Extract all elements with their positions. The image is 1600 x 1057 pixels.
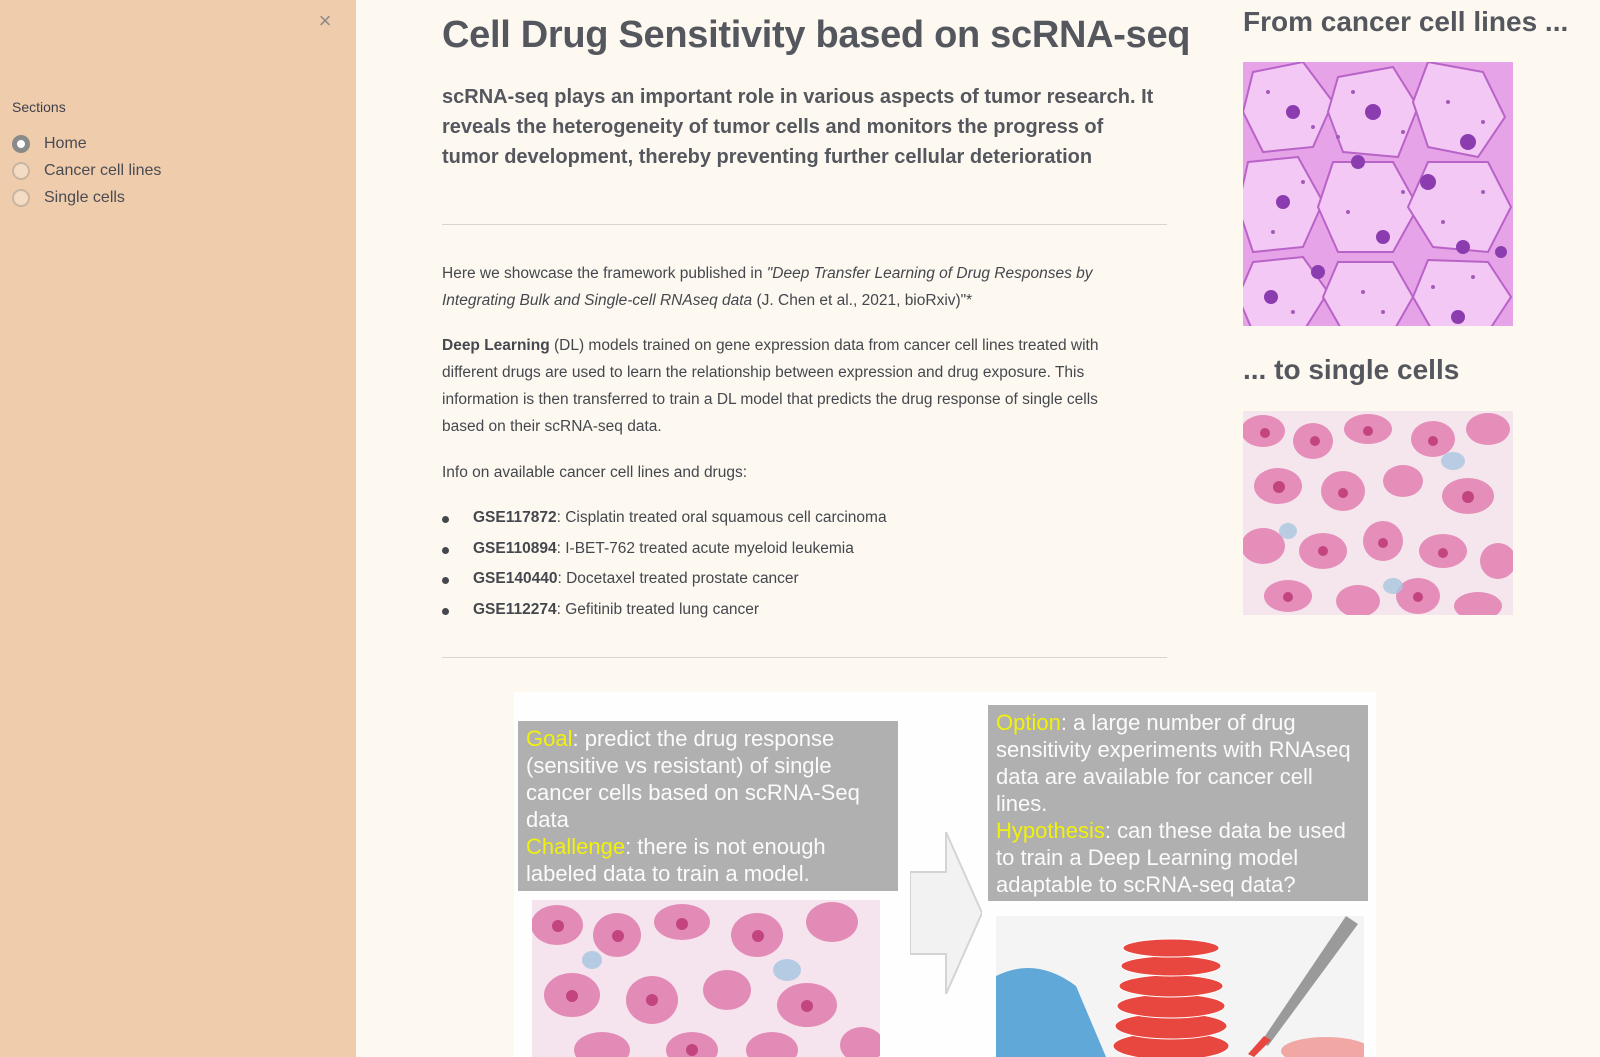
- dataset-list: GSE117872: Cisplatin treated oral squamo…: [442, 503, 1142, 625]
- cell-pattern-image: [1243, 62, 1513, 326]
- cancer-cell-lines-image: [1243, 62, 1513, 326]
- radio-cancer-cell-lines[interactable]: Cancer cell lines: [12, 157, 161, 184]
- stained-cells-image: [532, 900, 880, 1057]
- goal-box: Goal: predict the drug response (sensiti…: [518, 721, 898, 891]
- radio-unchecked-icon[interactable]: [12, 161, 30, 180]
- lab-experiment-image: [996, 916, 1364, 1057]
- intro-prefix: Here we showcase the framework published…: [442, 265, 767, 282]
- hypothesis-text: : can these data be used to train a Deep…: [996, 818, 1346, 897]
- stained-cells-image: [1243, 411, 1513, 615]
- dataset-id: GSE112274: [473, 600, 557, 618]
- radio-checked-icon[interactable]: [12, 134, 30, 153]
- goal-label: Goal: [526, 726, 573, 751]
- page-subtitle: scRNA-seq plays an important role in var…: [442, 86, 1154, 168]
- framework-figure: Goal: predict the drug response (sensiti…: [514, 692, 1376, 1057]
- dataset-id: GSE117872: [473, 509, 557, 526]
- list-item: GSE110894: I-BET-762 treated acute myelo…: [442, 534, 1142, 565]
- radio-unchecked-icon[interactable]: [12, 188, 30, 207]
- sections-radio-group: Home Cancer cell lines Single cells: [12, 130, 161, 211]
- paper-citation: (J. Chen et al., 2021, bioRxiv)"*: [752, 292, 973, 309]
- option-text: : a large number of drug sensitivity exp…: [996, 710, 1351, 816]
- option-box: Option: a large number of drug sensitivi…: [988, 705, 1368, 901]
- radio-label-cancer-cell-lines: Cancer cell lines: [44, 161, 162, 179]
- radio-single-cells[interactable]: Single cells: [12, 184, 161, 211]
- single-cells-figure-image: [532, 900, 880, 1057]
- hypothesis-label: Hypothesis: [996, 818, 1105, 843]
- challenge-text: : there is not enough labeled data to tr…: [526, 834, 826, 886]
- dl-text: (DL) models trained on gene expression d…: [442, 337, 1099, 435]
- sections-label: Sections: [12, 99, 66, 115]
- list-item: GSE112274: Gefitinib treated lung cancer: [442, 595, 1142, 626]
- divider: [442, 657, 1167, 658]
- dataset-id: GSE140440: [473, 570, 558, 587]
- radio-label-single-cells: Single cells: [44, 188, 125, 206]
- dataset-id: GSE110894: [473, 539, 557, 557]
- dl-paragraph: Deep Learning (DL) models trained on gen…: [442, 332, 1142, 440]
- close-sidebar-icon[interactable]: ×: [318, 8, 332, 33]
- page-title: Cell Drug Sensitivity based on scRNA-seq: [442, 14, 1191, 56]
- dl-bold: Deep Learning: [442, 337, 550, 354]
- sidebar: × Sections Home Cancer cell lines Single…: [0, 0, 356, 1057]
- heading-cancer-cell-lines: From cancer cell lines ...: [1243, 6, 1569, 37]
- heading-single-cells: ... to single cells: [1243, 354, 1460, 385]
- challenge-label: Challenge: [526, 834, 626, 859]
- list-item: GSE140440: Docetaxel treated prostate ca…: [442, 564, 1142, 595]
- goal-text: : predict the drug response (sensitive v…: [526, 726, 860, 832]
- dataset-desc: : Cisplatin treated oral squamous cell c…: [556, 509, 887, 526]
- radio-home[interactable]: Home: [12, 130, 161, 157]
- list-item: GSE117872: Cisplatin treated oral squamo…: [442, 503, 1142, 534]
- option-label: Option: [996, 710, 1061, 735]
- dataset-desc: : Gefitinib treated lung cancer: [556, 600, 760, 618]
- dataset-desc: : I-BET-762 treated acute myeloid leukem…: [556, 539, 854, 557]
- intro-paragraph: Here we showcase the framework published…: [442, 260, 1142, 314]
- paper-title: "Deep Transfer Learning of Drug Response…: [442, 265, 1093, 309]
- info-label: Info on available cancer cell lines and …: [442, 464, 748, 481]
- radio-label-home: Home: [44, 134, 87, 152]
- petri-dishes-image: [996, 916, 1364, 1057]
- single-cells-image: [1243, 411, 1513, 615]
- dataset-desc: : Docetaxel treated prostate cancer: [557, 570, 799, 587]
- divider: [442, 224, 1167, 225]
- arrow-right-icon: [910, 832, 982, 994]
